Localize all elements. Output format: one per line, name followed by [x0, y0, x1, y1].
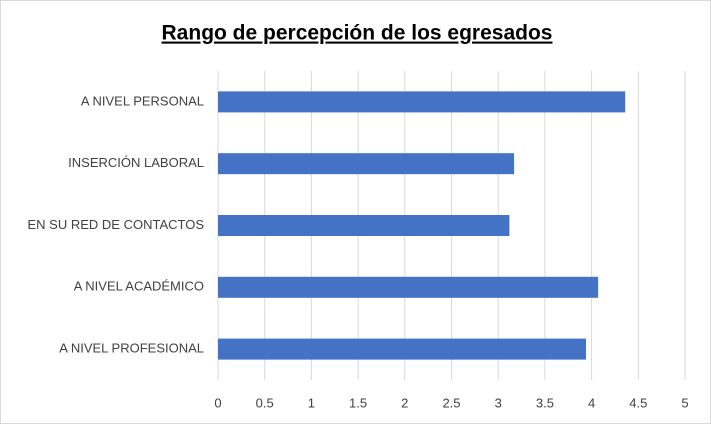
x-tick-label: 3.5 — [536, 395, 554, 410]
x-tick-label: 3 — [495, 395, 502, 410]
chart-title: Rango de percepción de los egresados — [162, 22, 553, 45]
bar — [218, 215, 510, 236]
bar — [218, 276, 599, 298]
x-tick-label: 2.5 — [442, 395, 460, 410]
x-tick-label: 1.5 — [349, 395, 367, 410]
y-tick-label: A NIVEL PROFESIONAL — [59, 341, 204, 356]
bar — [218, 91, 626, 113]
y-tick-label: INSERCIÓN LABORAL — [68, 155, 204, 170]
x-tick-label: 2 — [401, 395, 408, 410]
y-tick-label: EN SU RED DE CONTACTOS — [28, 217, 205, 232]
x-tick-label: 1 — [308, 395, 315, 410]
x-tick-label: 0.5 — [256, 395, 274, 410]
y-tick-label: A NIVEL ACADÉMICO — [74, 279, 204, 294]
x-tick-label: 4 — [588, 395, 595, 410]
x-tick-label: 0 — [214, 395, 221, 410]
y-tick-label: A NIVEL PERSONAL — [81, 93, 204, 108]
x-tick-label: 4.5 — [629, 395, 647, 410]
bar — [218, 153, 515, 175]
x-tick-label: 5 — [681, 395, 688, 410]
bar — [218, 338, 586, 360]
